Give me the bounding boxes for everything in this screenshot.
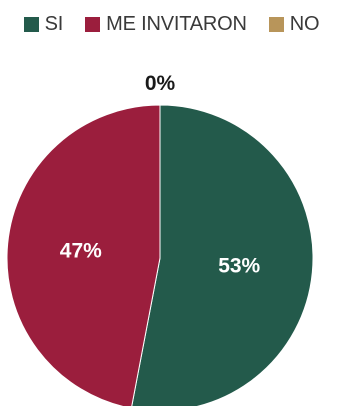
legend-label-si: SI xyxy=(44,12,64,35)
legend-item-si: SI xyxy=(23,12,64,36)
legend-swatch-si xyxy=(23,16,39,32)
legend-swatch-no xyxy=(268,16,284,32)
data-label-no: 0% xyxy=(145,72,176,95)
legend-swatch-me-invitaron xyxy=(85,16,101,32)
legend-item-no: NO xyxy=(268,12,320,36)
legend-label-me-invitaron: ME INVITARON xyxy=(106,12,247,35)
legend: SI ME INVITARON NO xyxy=(0,10,343,38)
pie-slice-si xyxy=(131,104,314,406)
data-label-me-invitaron: 47% xyxy=(60,240,102,263)
pie-slice-me-invitaron xyxy=(6,104,161,406)
legend-label-no: NO xyxy=(289,12,320,35)
data-label-si: 53% xyxy=(218,254,260,277)
legend-item-me-invitaron: ME INVITARON xyxy=(85,13,247,36)
